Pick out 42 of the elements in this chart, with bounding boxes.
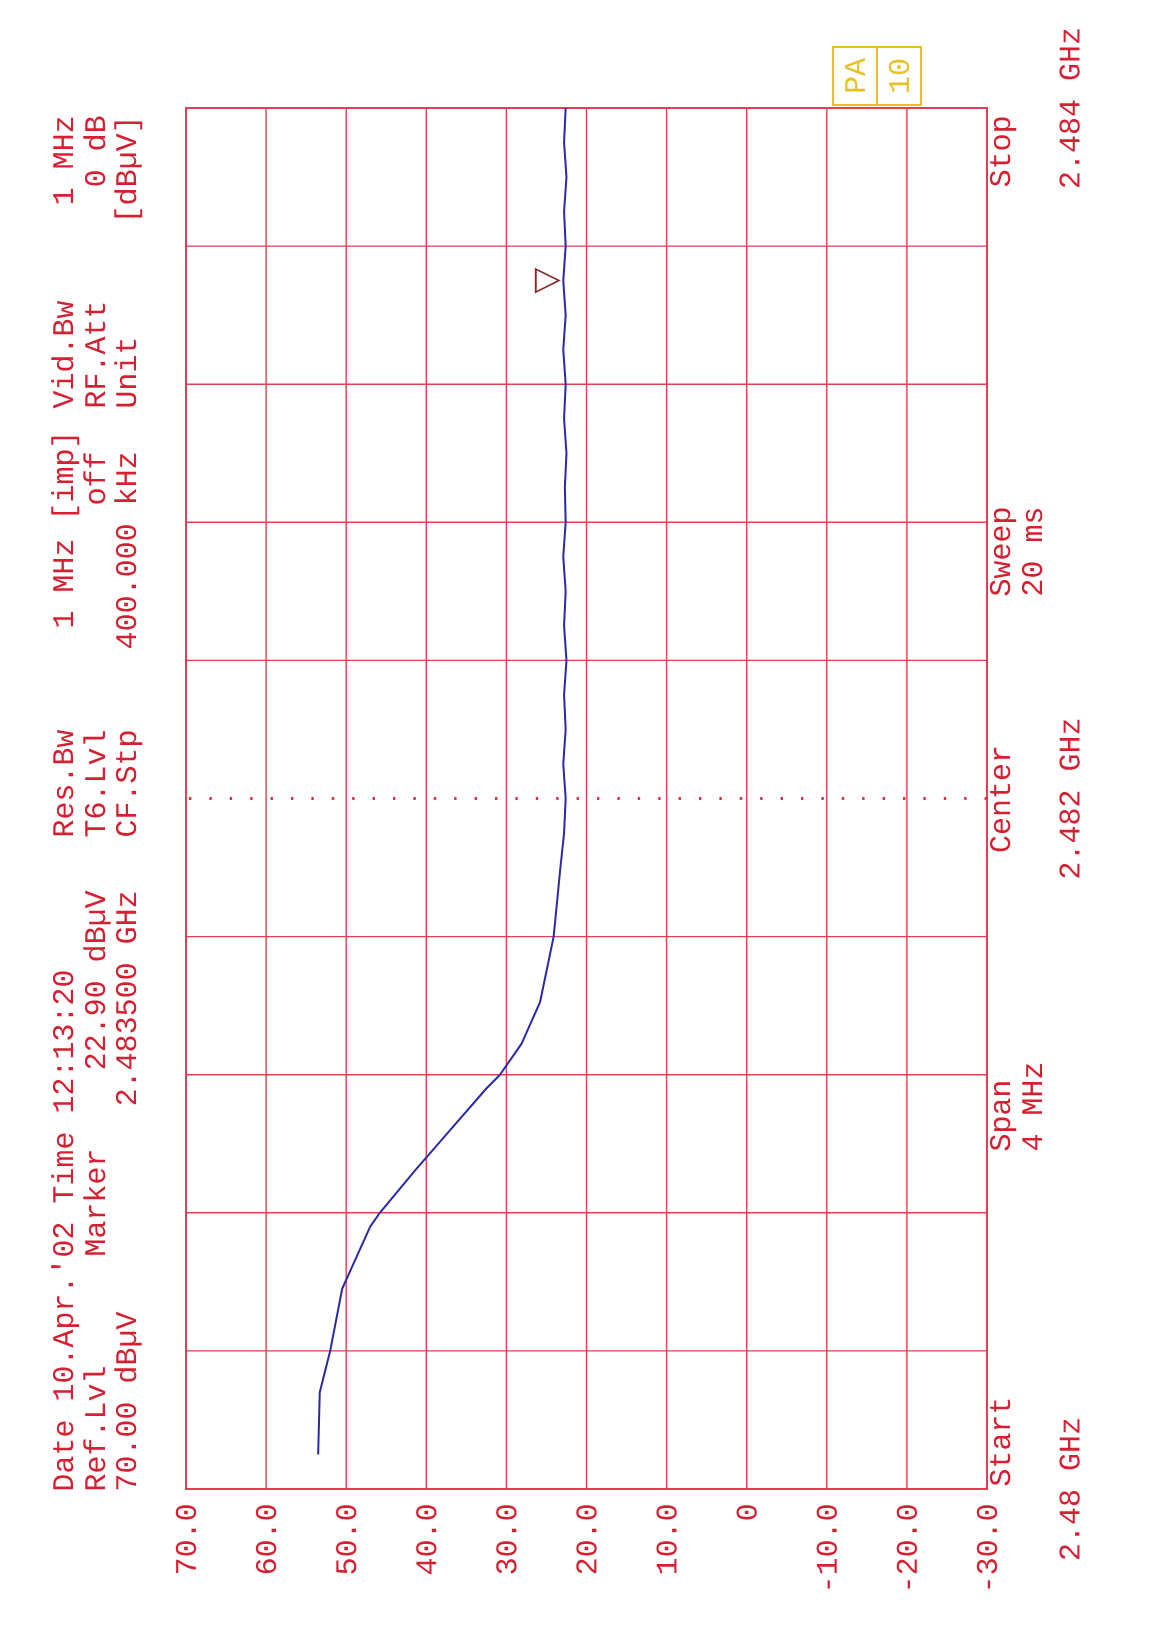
y-tick-label: 2.484 GHz: [1059, 29, 1080, 187]
text: 2.483500 GHz: [115, 892, 137, 1105]
x-tick-label: 50.0: [336, 1505, 357, 1574]
text: T6.Lvl: [83, 731, 106, 837]
x-tick-label: -10.0: [816, 1505, 837, 1589]
x-tick-label: -30.0: [976, 1505, 998, 1589]
text: Span: [989, 1082, 1017, 1151]
text: PA: [845, 58, 865, 92]
text: Marker: [83, 1151, 106, 1255]
x-tick-label: -20.0: [896, 1505, 918, 1589]
text: 70.00 dBµV: [114, 1311, 142, 1490]
text: Vid.Bw: [51, 300, 74, 409]
text: Center: [989, 747, 1011, 852]
x-tick-label: 20.0: [576, 1505, 597, 1574]
text: Sweep: [989, 508, 1017, 596]
text: [dBµV]: [114, 121, 143, 218]
text: Start: [989, 1399, 1011, 1486]
text: Stop: [989, 117, 1017, 187]
text: RF.Att: [85, 303, 106, 407]
text: 10: [888, 59, 910, 92]
text: 4 MHz: [1022, 1063, 1043, 1151]
x-tick-label: 30.0: [496, 1505, 517, 1574]
text: 20 ms: [1021, 509, 1043, 595]
text: 22.90 dBµV: [83, 890, 111, 1069]
text: Date 10.Apr.'02 Time 12:13:20: [51, 971, 80, 1490]
text: 1 MHz [imp]: [51, 436, 80, 627]
text: 400.000 kHz: [114, 453, 137, 648]
text: Unit: [114, 339, 137, 407]
text: Ref.Lvl: [83, 1367, 106, 1490]
x-tick-label: 10.0: [656, 1505, 677, 1574]
text: Res.Bw: [53, 729, 74, 836]
text: CF.Stp: [115, 731, 143, 836]
x-tick-label: 70.0: [175, 1505, 197, 1574]
annotation: ▽: [534, 267, 561, 294]
x-tick-label: 40.0: [416, 1505, 437, 1574]
text: off: [83, 453, 106, 504]
y-tick-label: 2.482 GHz: [1059, 719, 1080, 878]
text: 1 MHz: [53, 117, 73, 204]
x-tick-label: 60.0: [255, 1505, 277, 1574]
text: 0 dB: [83, 116, 106, 186]
y-tick-label: 2.48 GHz: [1059, 1419, 1080, 1559]
x-tick-label: 0: [736, 1505, 757, 1520]
